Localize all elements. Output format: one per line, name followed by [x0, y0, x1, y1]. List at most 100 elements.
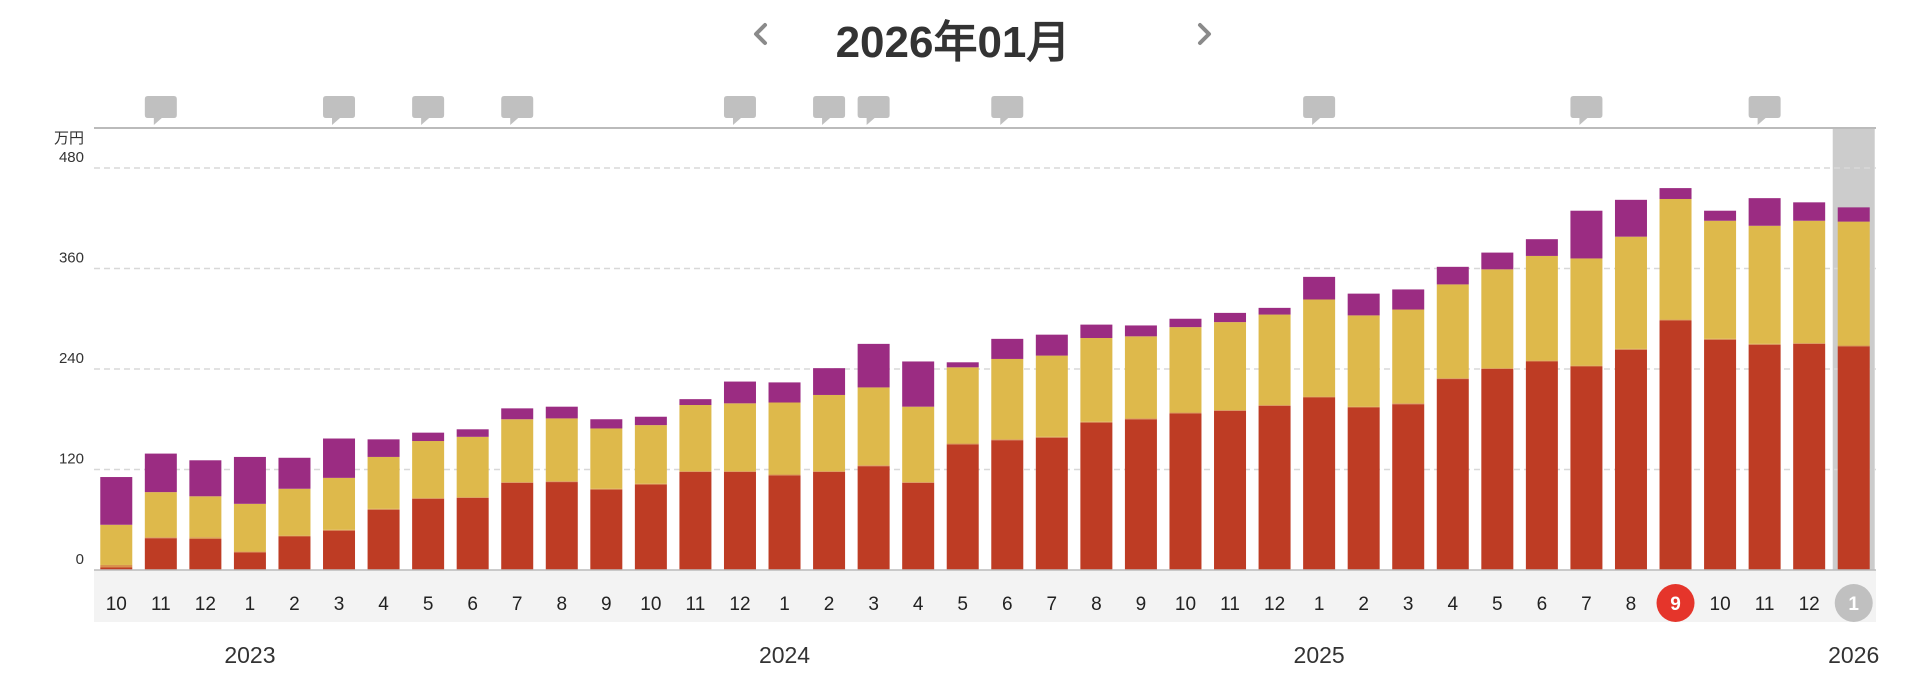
bar-segment-thin[interactable] — [813, 471, 846, 473]
comment-icon[interactable] — [723, 96, 756, 125]
x-tick-label[interactable]: 3 — [868, 594, 879, 615]
comment-icon[interactable] — [323, 96, 356, 125]
bar-segment-middle[interactable] — [1614, 236, 1647, 349]
x-tick-label[interactable]: 7 — [512, 594, 523, 615]
bar-segment-middle[interactable] — [1837, 221, 1870, 346]
bar-segment-middle[interactable] — [189, 496, 222, 538]
x-tick-label[interactable]: 1 — [245, 594, 256, 615]
bar-segment-middle[interactable] — [1748, 225, 1781, 344]
bar-segment-top[interactable] — [1436, 266, 1469, 285]
x-tick-label[interactable]: 12 — [729, 594, 750, 615]
bar-segment-top[interactable] — [1347, 293, 1380, 316]
bar-segment-bottom[interactable] — [1525, 361, 1558, 570]
bar-segment-thin[interactable] — [723, 471, 756, 473]
month-marker[interactable] — [1834, 584, 1873, 622]
bar-segment-top[interactable] — [1659, 188, 1692, 199]
bar-segment-top[interactable] — [367, 439, 400, 457]
bar-segment-bottom[interactable] — [1258, 405, 1291, 570]
bar-segment-middle[interactable] — [1793, 220, 1826, 344]
bar-segment-middle[interactable] — [1481, 269, 1514, 369]
bar-segment-bottom[interactable] — [1748, 344, 1781, 570]
bar-segment-top[interactable] — [144, 453, 177, 493]
bar-segment-bottom[interactable] — [144, 538, 177, 570]
x-tick-label[interactable]: 8 — [1091, 594, 1102, 615]
bar-segment-thin[interactable] — [1035, 436, 1068, 438]
bar-segment-bottom[interactable] — [323, 530, 356, 570]
bar-segment-top[interactable] — [1481, 252, 1514, 270]
bar-segment-bottom[interactable] — [1303, 397, 1336, 570]
bar-segment-top[interactable] — [1214, 312, 1247, 323]
bar-segment-bottom[interactable] — [813, 472, 846, 570]
bar-segment-bottom[interactable] — [1035, 437, 1068, 570]
x-tick-label[interactable]: 11 — [1220, 594, 1240, 615]
bar-segment-middle[interactable] — [501, 419, 534, 483]
bar-segment-top[interactable] — [1124, 325, 1157, 337]
bar-segment-top[interactable] — [1258, 307, 1291, 315]
bar-segment-bottom[interactable] — [1347, 407, 1380, 570]
x-tick-label[interactable]: 4 — [1447, 594, 1458, 615]
bar-segment-thin[interactable] — [590, 488, 623, 490]
bar-segment-thin[interactable] — [1303, 396, 1336, 398]
chevron-left-icon[interactable] — [740, 14, 780, 54]
bar-segment-bottom[interactable] — [857, 466, 890, 570]
bar-segment-top[interactable] — [590, 419, 623, 429]
bar-segment-bottom[interactable] — [412, 498, 445, 570]
comment-icon[interactable] — [501, 96, 534, 125]
bar-segment-top[interactable] — [1748, 198, 1781, 226]
bar-segment-thin[interactable] — [456, 497, 489, 498]
x-tick-label[interactable]: 1 — [1848, 594, 1859, 615]
bar-segment-top[interactable] — [813, 368, 846, 395]
bar-segment-middle[interactable] — [1659, 198, 1692, 320]
x-tick-label[interactable]: 5 — [957, 594, 968, 615]
bar-segment-top[interactable] — [1392, 289, 1425, 310]
bar-segment-middle[interactable] — [723, 403, 756, 472]
bar-segment-middle[interactable] — [1035, 355, 1068, 437]
bar-segment-bottom[interactable] — [634, 484, 667, 570]
bar-segment-top[interactable] — [902, 361, 935, 407]
bar-segment-top[interactable] — [278, 457, 311, 489]
bar-segment-middle[interactable] — [902, 406, 935, 483]
bar-segment-thin[interactable] — [1570, 365, 1603, 367]
bar-segment-middle[interactable] — [100, 524, 133, 565]
comment-icon[interactable] — [1748, 96, 1781, 125]
bar-segment-thin[interactable] — [1258, 405, 1291, 406]
bar-segment-thin[interactable] — [545, 481, 578, 483]
x-tick-label[interactable]: 2 — [289, 594, 300, 615]
bar-segment-middle[interactable] — [1214, 322, 1247, 411]
bar-segment-thin[interactable] — [902, 482, 935, 483]
bar-segment-bottom[interactable] — [278, 536, 311, 571]
bar-segment-bottom[interactable] — [1124, 419, 1157, 570]
bar-segment-thin[interactable] — [367, 508, 400, 510]
bar-segment-middle[interactable] — [1080, 338, 1113, 422]
bar-segment-thin[interactable] — [857, 465, 890, 467]
bar-segment-middle[interactable] — [456, 436, 489, 498]
bar-segment-middle[interactable] — [233, 503, 266, 552]
x-tick-label[interactable]: 7 — [1047, 594, 1058, 615]
x-tick-label[interactable]: 2 — [1358, 594, 1369, 615]
x-tick-label[interactable]: 1 — [779, 594, 790, 615]
bar-segment-top[interactable] — [323, 438, 356, 478]
bar-segment-bottom[interactable] — [367, 509, 400, 570]
comment-icon[interactable] — [991, 96, 1024, 125]
bar-segment-middle[interactable] — [144, 492, 177, 538]
bar-segment-thin[interactable] — [1525, 360, 1558, 362]
bar-segment-thin[interactable] — [1124, 418, 1157, 420]
x-tick-label[interactable]: 8 — [556, 594, 567, 615]
bar-segment-top[interactable] — [1035, 334, 1068, 356]
bar-segment-thin[interactable] — [144, 537, 177, 539]
bar-segment-bottom[interactable] — [1169, 413, 1202, 570]
comment-icon[interactable] — [144, 96, 177, 125]
bar-segment-bottom[interactable] — [1436, 379, 1469, 570]
x-tick-label[interactable]: 5 — [423, 594, 434, 615]
month-marker[interactable] — [1656, 584, 1695, 622]
bar-segment-top[interactable] — [1525, 239, 1558, 256]
bar-segment-middle[interactable] — [367, 456, 400, 509]
bar-segment-top[interactable] — [1793, 202, 1826, 221]
bar-segment-thin[interactable] — [1481, 368, 1514, 369]
bar-segment-middle[interactable] — [857, 387, 890, 466]
bar-segment-thin[interactable] — [233, 551, 266, 553]
bar-segment-bottom[interactable] — [590, 489, 623, 570]
bar-segment-middle[interactable] — [412, 441, 445, 498]
bar-segment-bottom[interactable] — [100, 567, 133, 570]
x-tick-label[interactable]: 11 — [686, 594, 706, 615]
